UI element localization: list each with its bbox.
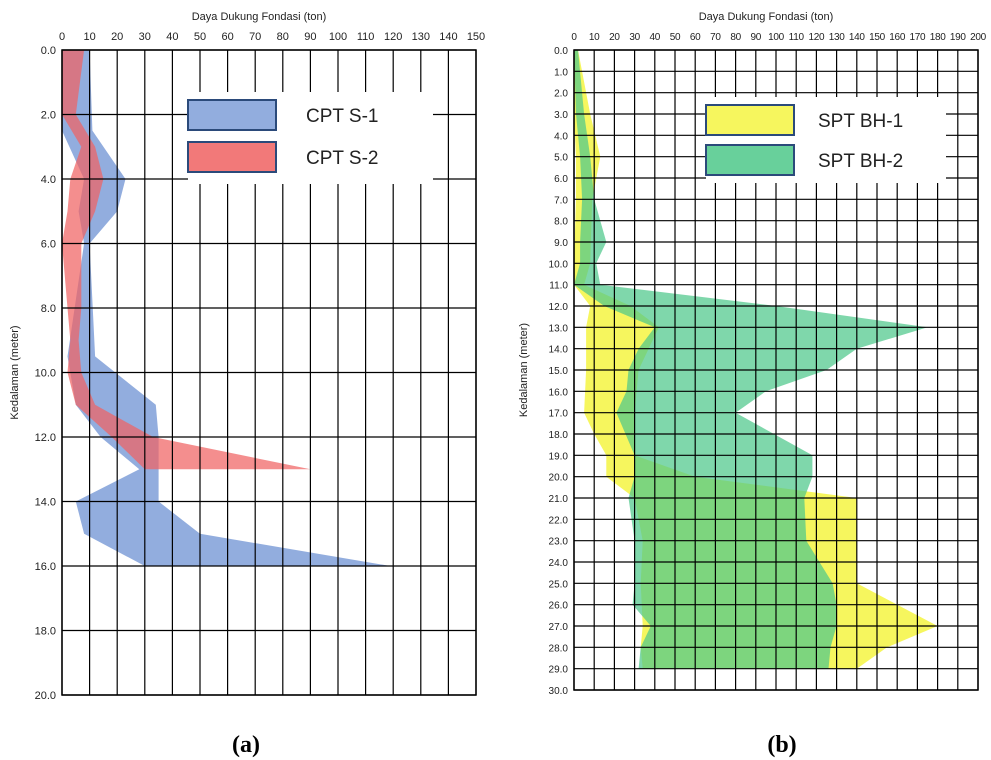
legend-label-2: CPT S-2 (306, 148, 379, 169)
y-tick-label: 0.0 (41, 45, 56, 57)
y-tick-label: 29.0 (549, 665, 569, 676)
x-tick-label: 40 (166, 31, 178, 43)
x-tick-label: 20 (609, 32, 620, 43)
y-tick-label: 18.0 (35, 626, 56, 638)
y-tick-label: 19.0 (549, 451, 569, 462)
y-tick-label: 10.0 (35, 368, 56, 380)
x-tick-label: 30 (629, 32, 640, 43)
x-tick-label: 140 (439, 31, 457, 43)
x-tick-label: 160 (889, 32, 906, 43)
x-tick-label: 100 (329, 31, 347, 43)
x-tick-label: 50 (194, 31, 206, 43)
y-tick-label: 6.0 (554, 174, 568, 185)
y-tick-label: 6.0 (41, 239, 56, 251)
x-tick-label: 180 (930, 32, 947, 43)
legend-swatch-1 (705, 104, 795, 136)
legend-swatch-2 (187, 141, 277, 173)
y-tick-label: 20.0 (35, 690, 56, 702)
x-tick-label: 80 (730, 32, 741, 43)
x-tick-label: 0 (59, 31, 65, 43)
y-tick-label: 17.0 (549, 409, 569, 420)
legend-label-1: CPT S-1 (306, 106, 379, 127)
y-tick-label: 11.0 (549, 281, 568, 292)
y-tick-label: 16.0 (549, 387, 569, 398)
y-tick-label: 8.0 (554, 217, 568, 228)
plot-border (573, 49, 979, 691)
x-tick-label: 90 (751, 32, 762, 43)
y-tick-label: 14.0 (549, 345, 569, 356)
x-tick-label: 20 (111, 31, 123, 43)
y-tick-label: 1.0 (554, 67, 568, 78)
y-tick-label: 13.0 (549, 323, 569, 334)
x-tick-label: 130 (829, 32, 846, 43)
y-tick-label: 23.0 (549, 537, 569, 548)
x-tick-label: 90 (304, 31, 316, 43)
chart-title: Daya Dukung Fondasi (ton) (699, 11, 834, 23)
y-tick-label: 18.0 (549, 430, 569, 441)
y-tick-label: 14.0 (35, 497, 56, 509)
y-tick-label: 3.0 (554, 110, 568, 121)
legend-swatch-2 (705, 144, 795, 176)
y-tick-label: 8.0 (41, 303, 56, 315)
y-tick-label: 30.0 (549, 686, 569, 697)
x-tick-label: 100 (768, 32, 785, 43)
x-tick-label: 60 (690, 32, 701, 43)
y-tick-label: 27.0 (549, 622, 569, 633)
panel-caption: (b) (767, 732, 796, 758)
y-tick-label: 12.0 (549, 302, 569, 313)
x-tick-label: 200 (970, 32, 987, 43)
x-tick-label: 30 (139, 31, 151, 43)
y-tick-label: 7.0 (554, 195, 568, 206)
y-tick-label: 15.0 (549, 366, 569, 377)
y-tick-label: 26.0 (549, 601, 569, 612)
chart-title: Daya Dukung Fondasi (ton) (192, 11, 327, 23)
x-tick-label: 140 (849, 32, 866, 43)
x-tick-label: 150 (869, 32, 886, 43)
x-tick-label: 190 (950, 32, 967, 43)
y-tick-label: 0.0 (554, 46, 568, 57)
x-tick-label: 10 (589, 32, 600, 43)
x-tick-label: 170 (910, 32, 927, 43)
y-tick-label: 21.0 (549, 494, 569, 505)
x-tick-label: 110 (789, 32, 805, 43)
x-tick-label: 50 (670, 32, 681, 43)
x-tick-label: 120 (384, 31, 402, 43)
y-axis-label: Kedalaman (meter) (518, 323, 530, 417)
x-tick-label: 60 (221, 31, 233, 43)
y-tick-label: 5.0 (554, 153, 568, 164)
y-tick-label: 22.0 (549, 515, 569, 526)
y-tick-label: 20.0 (549, 473, 569, 484)
y-axis-label: Kedalaman (meter) (9, 325, 21, 419)
y-tick-label: 10.0 (549, 259, 569, 270)
y-tick-label: 24.0 (549, 558, 569, 569)
chart-panel-a: 0 10 20 30 40 50 60 70 80 90 100 110 120 130 140 150 0.0… (9, 11, 485, 758)
series-area-2 (574, 50, 928, 669)
chart-panel-b: 0 10 20 30 40 50 60 70 80 90 100 110 120 130 140 150 160… (518, 11, 987, 758)
legend-swatch-1 (187, 99, 277, 131)
x-tick-label: 130 (412, 31, 430, 43)
y-tick-label: 9.0 (554, 238, 568, 249)
x-tick-label: 150 (467, 31, 485, 43)
x-tick-label: 110 (357, 31, 375, 43)
x-tick-label: 0 (571, 32, 577, 43)
y-tick-label: 28.0 (549, 643, 569, 654)
plot-border (61, 49, 477, 696)
x-tick-label: 120 (809, 32, 826, 43)
y-tick-label: 25.0 (549, 579, 569, 590)
y-tick-label: 4.0 (554, 131, 568, 142)
y-tick-label: 2.0 (41, 110, 56, 122)
y-tick-label: 16.0 (35, 561, 56, 573)
panel-caption: (a) (232, 732, 260, 758)
x-tick-label: 40 (650, 32, 661, 43)
legend-label-1: SPT BH-1 (818, 111, 903, 132)
legend-label-2: SPT BH-2 (818, 151, 903, 172)
y-tick-label: 4.0 (41, 174, 56, 186)
x-tick-label: 70 (249, 31, 261, 43)
x-tick-label: 70 (710, 32, 721, 43)
x-tick-label: 80 (277, 31, 289, 43)
y-tick-label: 12.0 (35, 432, 56, 444)
y-tick-label: 2.0 (554, 89, 568, 100)
x-tick-label: 10 (83, 31, 95, 43)
